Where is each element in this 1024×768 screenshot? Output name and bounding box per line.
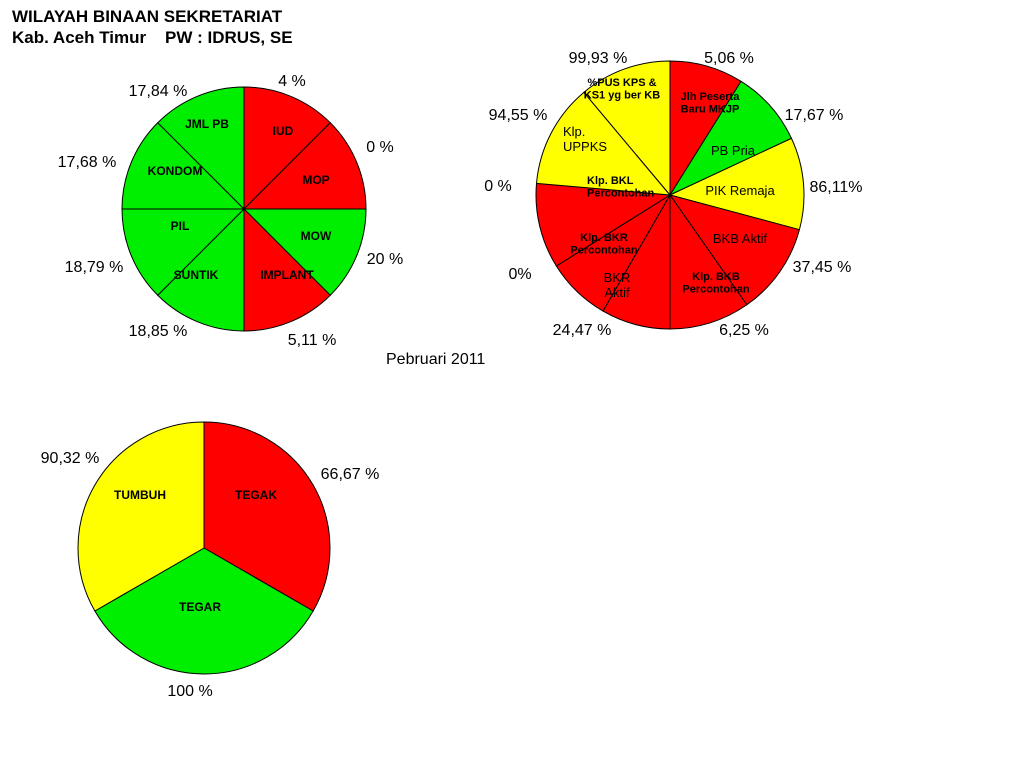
pie-slice-mow — [242, 208, 367, 296]
slice-value-kondom: 17,68 % — [58, 154, 117, 171]
slice-label-jlh-peserta-baru-mkjp: Jlh Peserta Baru MKJP — [681, 91, 741, 116]
slice-value-pb-pria: 17,67 % — [785, 107, 844, 124]
header-line-2: Kab. Aceh Timur PW : IDRUS, SE — [12, 28, 293, 47]
slice-label-pus-kps-ks1-yg-ber-kb: %PUS KPS & KS1 yg ber KB — [584, 77, 660, 102]
slice-label-jml-pb: JML PB — [185, 117, 229, 131]
slice-value-iud: 4 % — [278, 73, 306, 90]
pie-slice-suntik — [157, 207, 245, 332]
slice-label-bkr-aktif: BKR Aktif — [604, 270, 631, 300]
slice-label-tegak: TEGAK — [235, 488, 277, 502]
slice-label-mow: MOW — [301, 229, 332, 243]
slice-value-mow: 20 % — [367, 251, 403, 268]
pie-slice-bkb-aktif — [668, 194, 801, 306]
pie-slice-tegar — [94, 547, 314, 675]
slice-value-tumbuh: 90,32 % — [41, 450, 100, 467]
period-label: Pebruari 2011 — [386, 351, 486, 368]
slice-value-pil: 18,79 % — [65, 259, 124, 276]
pie-slice-klp-bkl-percontohan — [535, 182, 672, 267]
slice-label-klp-bkr-percontohan: Klp. BKR Percontohan — [570, 232, 638, 257]
pie-slice-implant — [243, 207, 331, 332]
slice-value-mop: 0 % — [366, 139, 394, 156]
pie-slice-jml-pb — [157, 86, 245, 211]
pie-slice-iud — [243, 86, 331, 211]
slice-label-klp-uppks: Klp. UPPKS — [563, 124, 607, 154]
pie-slice-klp-uppks — [535, 91, 672, 196]
slice-label-suntik: SUNTIK — [174, 268, 219, 282]
slice-value-suntik: 18,85 % — [129, 323, 188, 340]
pie-chart-programs: Jlh Peserta Baru MKJP PB Pria PIK Remaja BKB… — [484, 50, 862, 339]
slice-value-pus-kps-ks1-yg-ber-kb: 99,93 % — [569, 50, 628, 67]
pie-slice-pik-remaja — [668, 137, 805, 231]
slice-value-implant: 5,11 % — [288, 332, 337, 349]
pie-slice-pb-pria — [668, 80, 793, 197]
slice-value-bkr-aktif: 24,47 % — [553, 322, 612, 339]
slice-label-bkb-aktif: BKB Aktif — [713, 231, 768, 246]
slice-value-klp-bkb-percontohan: 6,25 % — [719, 322, 769, 339]
slice-value-klp-bkl-percontohan: 0 % — [484, 178, 512, 195]
slice-value-tegar: 100 % — [167, 683, 212, 700]
pie-chart-villages: TEGAK TEGAR TUMBUH 66,67 % 100 % 90,32 % — [41, 421, 380, 700]
slice-label-kondom: KONDOM — [148, 164, 203, 178]
pie-slice-tegak — [203, 421, 331, 612]
slice-value-tegak: 66,67 % — [321, 466, 380, 483]
pie-slice-klp-bkb-percontohan — [669, 193, 748, 330]
slice-label-tumbuh: TUMBUH — [114, 488, 166, 502]
header: WILAYAH BINAAN SEKRETARIAT Kab. Aceh Tim… — [12, 6, 293, 48]
slice-label-tegar: TEGAR — [179, 600, 221, 614]
pie-slice-kondom — [121, 122, 246, 210]
header-line-1: WILAYAH BINAAN SEKRETARIAT — [12, 7, 283, 26]
slice-label-pb-pria: PB Pria — [711, 143, 756, 158]
pie-chart-contraception: IUD MOP MOW IMPLANT SUNTIK PIL KONDOM JML PB 4 %… — [58, 73, 404, 349]
slice-value-klp-uppks: 94,55 % — [489, 107, 548, 124]
pie-slice-pus-kps-ks1-yg-ber-kb — [583, 60, 671, 197]
pie-slice-pil — [121, 208, 246, 296]
slice-value-klp-bkr-percontohan: 0% — [508, 266, 531, 283]
slice-value-pik-remaja: 86,11% — [809, 179, 862, 196]
slice-value-bkb-aktif: 37,45 % — [793, 259, 852, 276]
slice-label-klp-bkb-percontohan: Klp. BKB Percontohan — [682, 271, 750, 296]
slice-label-klp-bkl-percontohan: Klp. BKL Percontohan — [587, 175, 655, 200]
slice-label-mop: MOP — [302, 173, 329, 187]
slice-label-iud: IUD — [273, 124, 294, 138]
slice-value-jlh-peserta-baru-mkjp: 5,06 % — [704, 50, 754, 67]
pie-slice-mop — [242, 122, 367, 210]
slice-label-pik-remaja: PIK Remaja — [705, 183, 775, 198]
slice-label-implant: IMPLANT — [260, 268, 314, 282]
pie-slice-tumbuh — [77, 421, 205, 612]
slice-value-jml-pb: 17,84 % — [129, 83, 188, 100]
slice-label-pil: PIL — [171, 219, 190, 233]
